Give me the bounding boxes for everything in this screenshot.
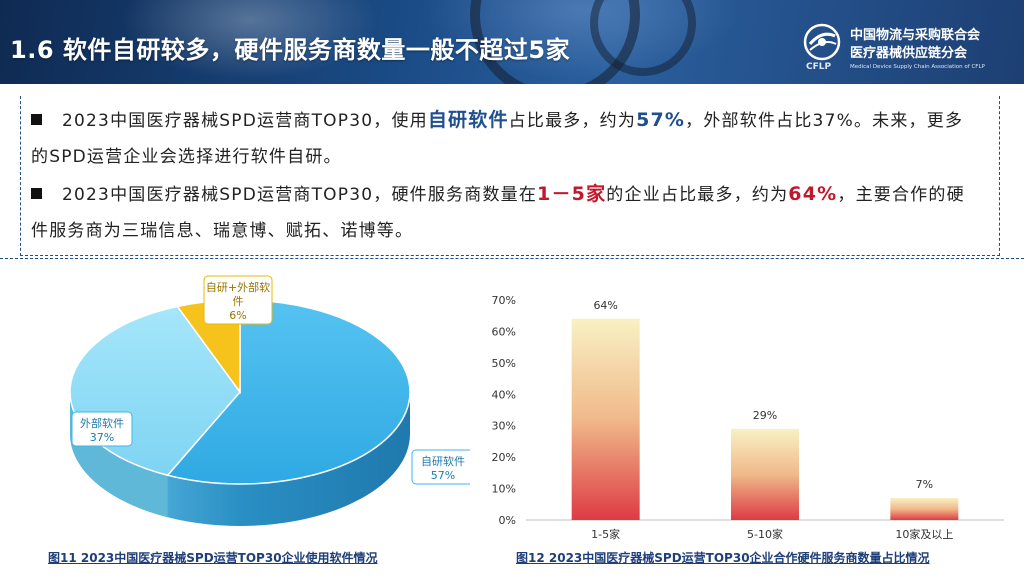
- x-tick-label: 1-5家: [591, 527, 620, 541]
- bullet-text: ，外部软件占比37%。未来，更多的SPD运营企业会选择进行软件自研。: [31, 111, 964, 167]
- x-tick-label: 5-10家: [747, 527, 783, 541]
- highlight-text: 1－5家: [537, 183, 607, 205]
- org-abbreviation: CFLP: [806, 62, 832, 72]
- figure12-caption: 图12 2023中国医疗器械SPD运营TOP30企业合作硬件服务商数量占比情况: [516, 551, 930, 565]
- cflp-logo-icon: [803, 23, 841, 61]
- bar-value-label: 64%: [593, 299, 617, 312]
- highlight-value: 64%: [788, 183, 838, 205]
- y-tick-label: 40%: [492, 388, 516, 401]
- bar: [890, 498, 959, 520]
- highlight-text: 自研软件: [427, 109, 509, 131]
- bar: [731, 428, 799, 520]
- highlight-value: 57%: [636, 109, 686, 131]
- pie-slice-label: 件: [233, 295, 244, 308]
- slide-title: 1.6 软件自研较多，硬件服务商数量一般不超过5家: [10, 36, 571, 64]
- bar: [571, 318, 640, 520]
- pie-label-box: [71, 411, 133, 447]
- pie-slice-value: 6%: [229, 309, 246, 322]
- bullet-software: 2023中国医疗器械SPD运营商TOP30，使用自研软件占比最多，约为57%，外…: [31, 102, 981, 175]
- x-tick-label: 10家及以上: [895, 527, 953, 541]
- bar-value-label: 29%: [753, 409, 777, 422]
- y-tick-label: 30%: [492, 420, 516, 433]
- bullet-square-icon: [31, 187, 42, 199]
- pie-label-box: [203, 275, 273, 325]
- y-tick-label: 10%: [492, 483, 516, 496]
- bullet-text: 的企业占比最多，约为: [606, 185, 789, 205]
- bullet-text: 占比最多，约为: [508, 111, 637, 131]
- pie-slice-value: 37%: [90, 431, 114, 444]
- y-tick-label: 20%: [492, 451, 516, 464]
- pie-slice-label: 自研软件: [421, 454, 465, 468]
- y-tick-label: 50%: [492, 357, 516, 370]
- y-tick-label: 70%: [492, 294, 516, 307]
- summary-box: 2023中国医疗器械SPD运营商TOP30，使用自研软件占比最多，约为57%，外…: [20, 96, 1000, 256]
- bar-value-label: 7%: [916, 478, 933, 491]
- header-banner: 1.6 软件自研较多，硬件服务商数量一般不超过5家 中国物流与采购联合会 医疗器…: [0, 0, 1024, 84]
- bullet-square-icon: [31, 113, 42, 125]
- org-name-line1: 中国物流与采购联合会: [850, 28, 981, 43]
- bullet-hardware: 2023中国医疗器械SPD运营商TOP30，硬件服务商数量在1－5家的企业占比最…: [31, 176, 981, 249]
- pie-slice-label: 自研+外部软: [206, 280, 270, 294]
- pie-slice-value: 57%: [431, 469, 455, 482]
- bullet-text: ，主要合作的硬件服务商为三瑞信息、瑞意博、赋拓、诺博等。: [31, 185, 965, 241]
- y-tick-label: 60%: [492, 325, 516, 338]
- org-english-name: Medical Device Supply Chain Association …: [850, 64, 985, 70]
- pie-slice: [166, 299, 411, 485]
- bar-svg: 0% 10% 20% 30% 40% 50% 60% 70% 64% 1-5家 29% 5-10家 7…: [492, 294, 1004, 541]
- pie-side-external: [70, 392, 168, 518]
- pie-slice-label: 外部软件: [80, 416, 124, 430]
- org-logo: 中国物流与采购联合会 医疗器械供应链分会 CFLP Medical Device…: [802, 22, 1002, 78]
- bullet-text: 2023中国医疗器械SPD运营商TOP30，硬件服务商数量在: [62, 185, 538, 205]
- hardware-bar-chart: 0% 10% 20% 30% 40% 50% 60% 70% 64% 1-5家 29% 5-10家 7…: [470, 272, 1024, 552]
- y-tick-label: 0%: [499, 514, 516, 527]
- org-name-line2: 医疗器械供应链分会: [850, 46, 968, 61]
- stethoscope-decoration: [590, 0, 696, 76]
- software-pie-chart: 自研软件 57% 外部软件 37% 自研+外部软件 6%: [30, 272, 475, 552]
- bullet-text: 2023中国医疗器械SPD运营商TOP30，使用: [62, 111, 428, 131]
- figure11-caption: 图11 2023中国医疗器械SPD运营TOP30企业使用软件情况: [48, 551, 378, 565]
- header-glow: [120, 0, 380, 80]
- divider: [0, 258, 1024, 259]
